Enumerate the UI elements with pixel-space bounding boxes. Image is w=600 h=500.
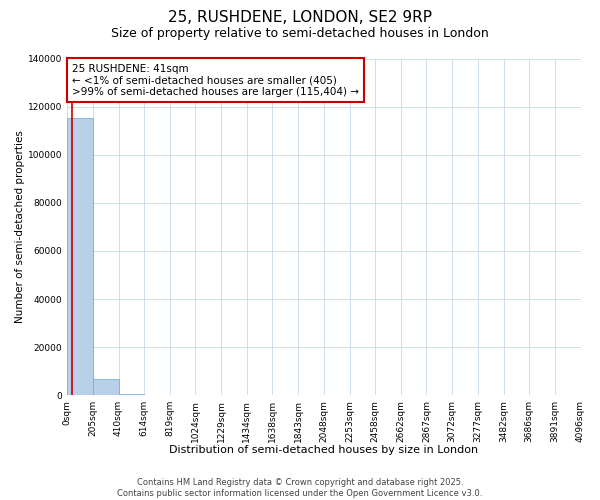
Bar [93,379,119,395]
Text: Contains HM Land Registry data © Crown copyright and database right 2025.
Contai: Contains HM Land Registry data © Crown c… [118,478,482,498]
Bar [119,394,144,395]
Bar [67,118,93,395]
X-axis label: Distribution of semi-detached houses by size in London: Distribution of semi-detached houses by … [169,445,478,455]
Text: Size of property relative to semi-detached houses in London: Size of property relative to semi-detach… [111,28,489,40]
Text: 25, RUSHDENE, LONDON, SE2 9RP: 25, RUSHDENE, LONDON, SE2 9RP [168,10,432,25]
Y-axis label: Number of semi-detached properties: Number of semi-detached properties [15,130,25,324]
Text: 25 RUSHDENE: 41sqm
← <1% of semi-detached houses are smaller (405)
>99% of semi-: 25 RUSHDENE: 41sqm ← <1% of semi-detache… [72,64,359,97]
